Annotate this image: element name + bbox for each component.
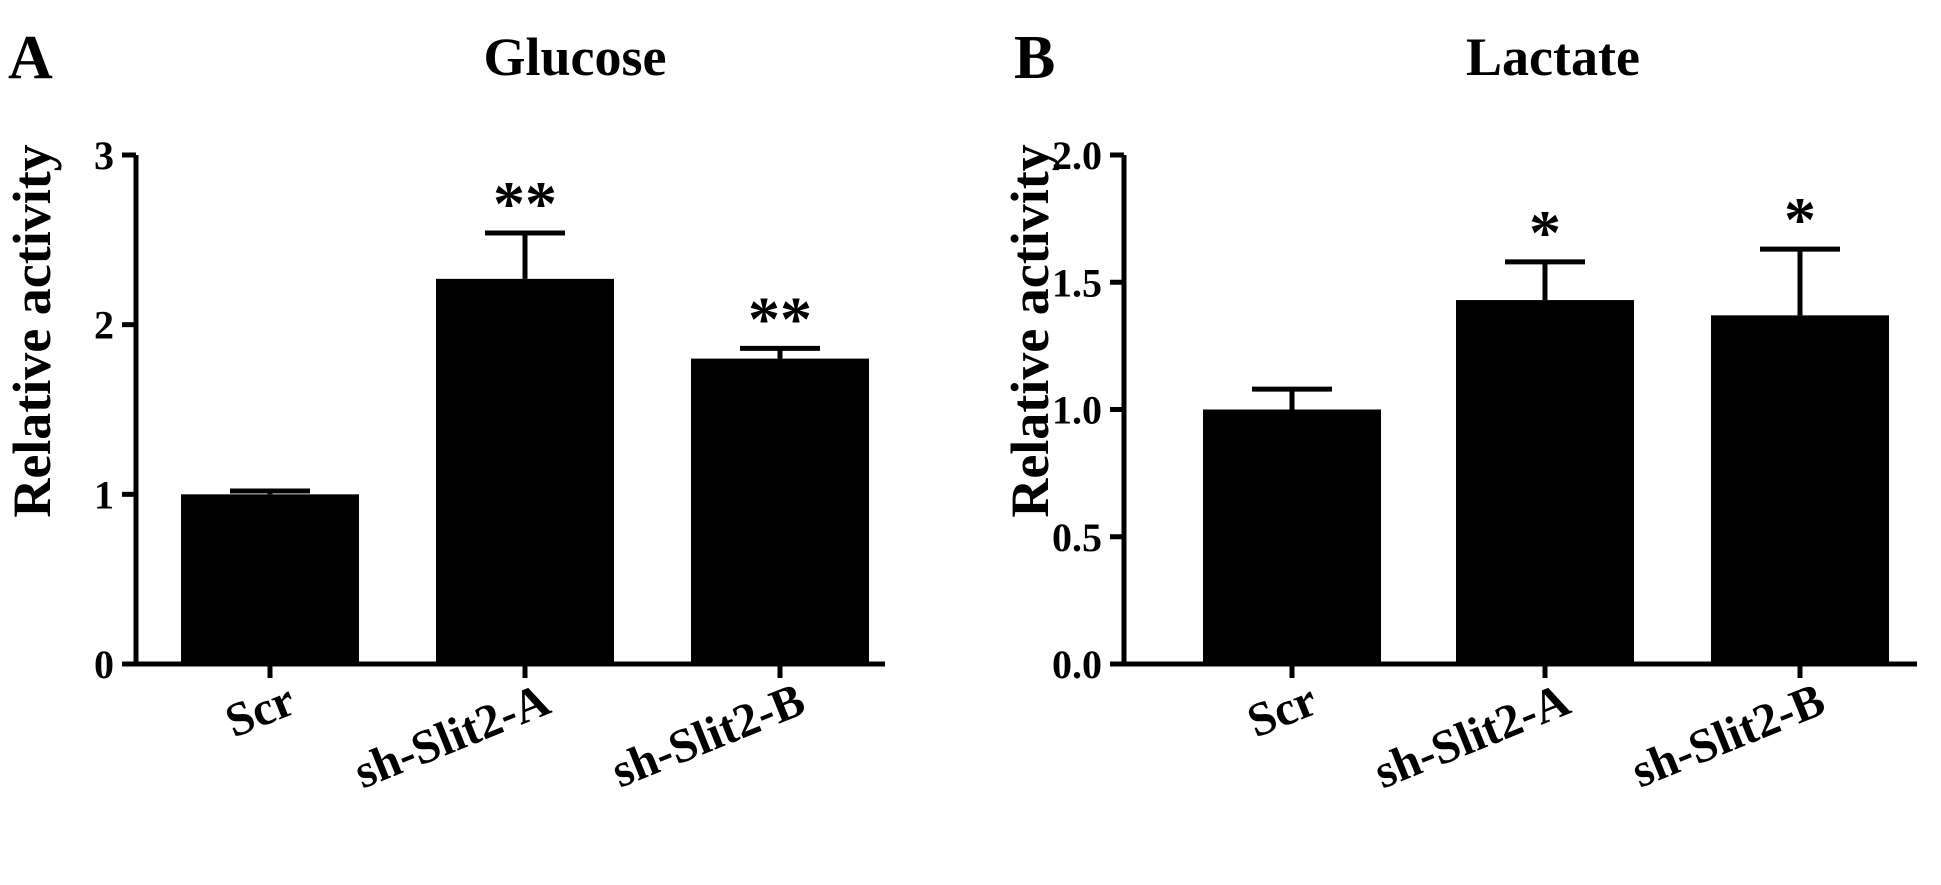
y-axis-label: Relative activity bbox=[1000, 144, 1060, 517]
panel-letter: B bbox=[1014, 24, 1055, 92]
bar bbox=[1711, 315, 1889, 664]
y-axis-label: Relative activity bbox=[2, 144, 62, 517]
panel-b: B Lactate Relative activity 0.0 0.5 1.0 1.5… bbox=[1000, 24, 1917, 799]
significance-marker: * bbox=[1529, 197, 1561, 268]
plot-marks: 0.0 0.5 1.0 1.5 2.0 Scr * sh-Slit2-A * sh-Slit2-B bbox=[1052, 133, 1917, 799]
bar bbox=[1203, 409, 1381, 664]
y-tick-label: 1.0 bbox=[1052, 388, 1102, 433]
significance-marker: ** bbox=[748, 283, 812, 354]
chart-title: Glucose bbox=[484, 27, 667, 87]
y-tick-label: 0.0 bbox=[1052, 642, 1102, 687]
y-tick-label: 3 bbox=[94, 133, 114, 178]
x-tick-label: sh-Slit2-A bbox=[1367, 673, 1578, 799]
x-tick-label: Scr bbox=[218, 673, 302, 748]
y-tick-label: 0.5 bbox=[1052, 515, 1102, 560]
plot-marks: 0 1 2 3 Scr ** sh-Slit2-A ** sh-Slit2-B bbox=[94, 133, 885, 799]
x-tick-label: Scr bbox=[1240, 673, 1324, 748]
panel-letter: A bbox=[8, 24, 53, 92]
y-tick-label: 1.5 bbox=[1052, 260, 1102, 305]
y-tick-label: 2 bbox=[94, 303, 114, 348]
bar bbox=[1456, 300, 1634, 664]
panel-a: A Glucose Relative activity 0 1 2 3 Scr ** sh-… bbox=[2, 24, 885, 799]
significance-marker: * bbox=[1784, 184, 1816, 255]
y-tick-label: 0 bbox=[94, 642, 114, 687]
x-tick-label: sh-Slit2-A bbox=[347, 673, 558, 799]
x-tick-label: sh-Slit2-B bbox=[1624, 673, 1832, 798]
bar bbox=[691, 358, 869, 664]
significance-marker: ** bbox=[493, 168, 557, 239]
x-tick-label: sh-Slit2-B bbox=[604, 673, 812, 798]
bar bbox=[436, 278, 614, 664]
y-tick-label: 2.0 bbox=[1052, 133, 1102, 178]
bar bbox=[181, 494, 359, 664]
chart-title: Lactate bbox=[1466, 27, 1640, 87]
y-tick-label: 1 bbox=[94, 472, 114, 517]
